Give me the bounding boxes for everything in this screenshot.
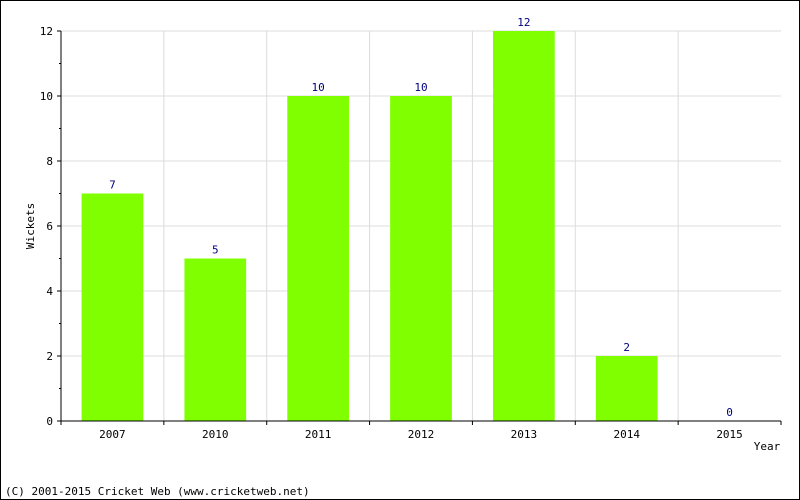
bar bbox=[81, 193, 144, 421]
y-tick-label: 0 bbox=[46, 415, 53, 428]
bar bbox=[390, 96, 452, 421]
x-tick-label: 2014 bbox=[613, 428, 640, 441]
data-label: 2 bbox=[623, 341, 630, 354]
data-label: 7 bbox=[109, 179, 116, 192]
y-tick-label: 4 bbox=[46, 285, 53, 298]
bar bbox=[287, 96, 349, 421]
x-tick-label: 2011 bbox=[305, 428, 332, 441]
data-label: 0 bbox=[726, 406, 733, 419]
bars bbox=[81, 31, 658, 421]
value-labels: 7 5 10 10 12 2 0 bbox=[109, 16, 733, 419]
x-tick-label: 2007 bbox=[99, 428, 126, 441]
y-tick-label: 8 bbox=[46, 155, 53, 168]
y-tick-label: 12 bbox=[40, 25, 53, 38]
y-tick-label: 10 bbox=[40, 90, 53, 103]
data-label: 10 bbox=[312, 81, 325, 94]
y-axis-label: Wickets bbox=[24, 203, 37, 249]
x-axis-label: Year bbox=[754, 440, 781, 453]
bar bbox=[595, 356, 658, 421]
data-label: 5 bbox=[212, 244, 219, 257]
x-tick-label: 2012 bbox=[408, 428, 435, 441]
y-tick-label: 6 bbox=[46, 220, 53, 233]
x-tick-label: 2015 bbox=[716, 428, 743, 441]
x-tick-label: 2013 bbox=[511, 428, 538, 441]
data-label: 10 bbox=[414, 81, 427, 94]
y-tick-label: 2 bbox=[46, 350, 53, 363]
bar bbox=[493, 31, 555, 421]
x-tick-label: 2010 bbox=[202, 428, 229, 441]
data-label: 12 bbox=[517, 16, 530, 29]
bar bbox=[184, 258, 247, 421]
copyright-footer: (C) 2001-2015 Cricket Web (www.cricketwe… bbox=[5, 485, 310, 498]
